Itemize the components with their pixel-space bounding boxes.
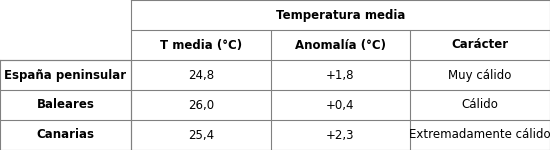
Text: 26,0: 26,0 bbox=[188, 99, 214, 111]
Text: España peninsular: España peninsular bbox=[4, 69, 127, 81]
Text: Temperatura media: Temperatura media bbox=[276, 9, 405, 21]
Text: +0,4: +0,4 bbox=[326, 99, 355, 111]
Text: Cálido: Cálido bbox=[461, 99, 499, 111]
Text: 24,8: 24,8 bbox=[188, 69, 214, 81]
Text: Canarias: Canarias bbox=[36, 129, 95, 141]
Text: Extremadamente cálido: Extremadamente cálido bbox=[409, 129, 550, 141]
Text: Anomalía (°C): Anomalía (°C) bbox=[295, 39, 386, 51]
Text: Baleares: Baleares bbox=[36, 99, 95, 111]
Text: +2,3: +2,3 bbox=[326, 129, 355, 141]
Text: T media (°C): T media (°C) bbox=[160, 39, 242, 51]
Text: Muy cálido: Muy cálido bbox=[448, 69, 512, 81]
Text: +1,8: +1,8 bbox=[326, 69, 355, 81]
Text: 25,4: 25,4 bbox=[188, 129, 214, 141]
Text: Carácter: Carácter bbox=[452, 39, 509, 51]
